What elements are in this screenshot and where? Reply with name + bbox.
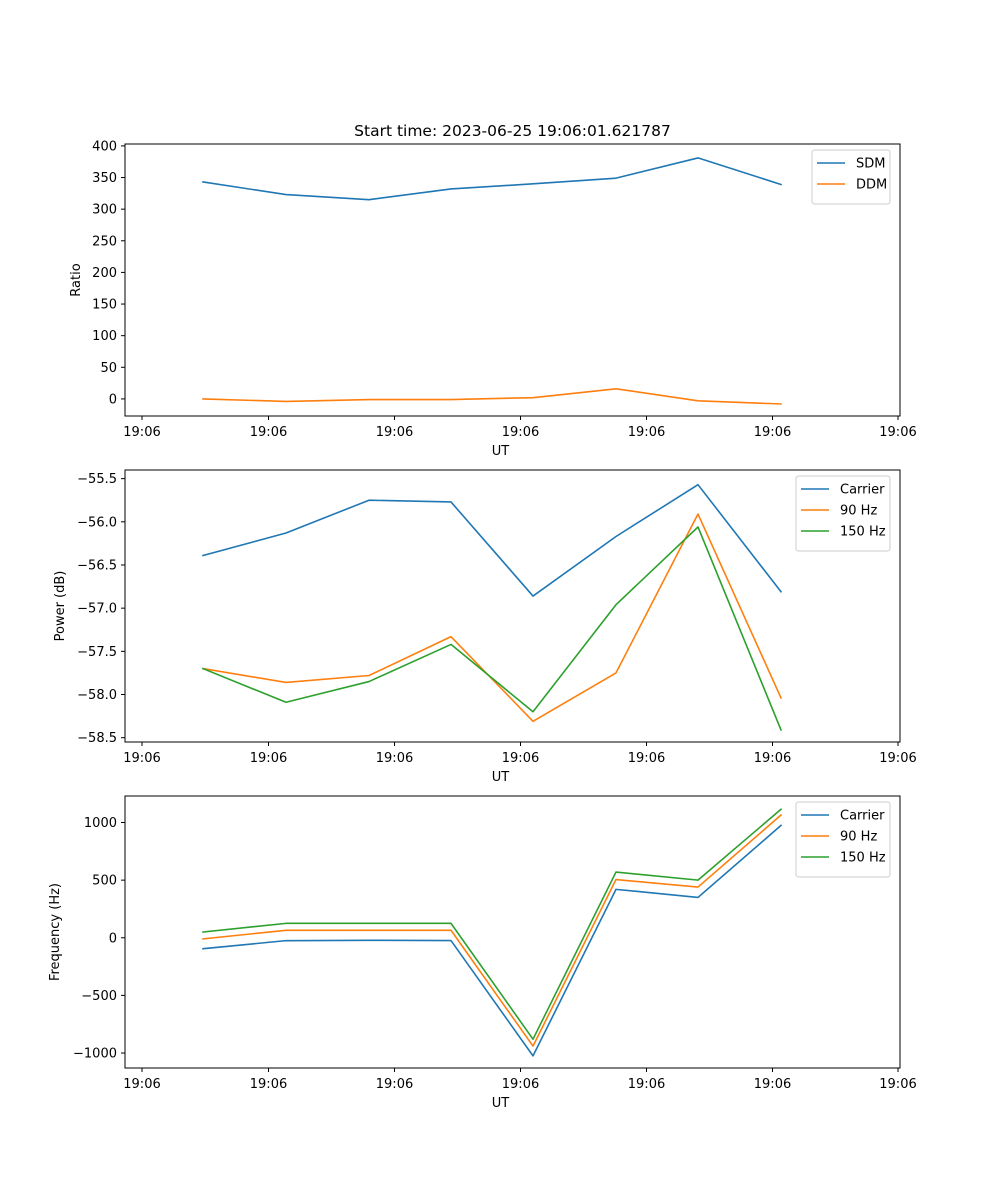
x-tick-label: 19:06: [628, 425, 665, 440]
y-tick-label: 300: [92, 203, 117, 218]
y-tick-label: 250: [92, 234, 117, 249]
y-tick-label: 0: [109, 392, 117, 407]
x-tick-label: 19:06: [123, 425, 160, 440]
x-tick-label: 19:06: [754, 751, 791, 766]
x-tick-label: 19:06: [628, 751, 665, 766]
legend-box: [795, 475, 891, 552]
legend-entry: 90 Hz: [840, 830, 877, 845]
legend-entry: 150 Hz: [840, 525, 886, 540]
x-tick-label: 19:06: [250, 425, 287, 440]
axes-frame: [124, 143, 901, 417]
y-tick-label: 400: [92, 139, 117, 154]
figure-title: Start time: 2023-06-25 19:06:01.621787: [354, 122, 671, 140]
y-tick-label: 0: [109, 931, 117, 946]
x-tick-label: 19:06: [376, 425, 413, 440]
x-tick-label: 19:06: [376, 751, 413, 766]
x-tick-label: 19:06: [754, 1077, 791, 1092]
y-tick-label: 150: [92, 298, 117, 313]
series-line-90-hz: [202, 513, 783, 723]
legend: Carrier 90 Hz 150 Hz: [795, 475, 891, 552]
series-line-90-hz: [202, 813, 783, 1047]
x-tick-label: 19:06: [502, 425, 539, 440]
legend: SDM DDM: [811, 149, 891, 205]
series-line-150-hz: [201, 526, 783, 731]
legend-entry: 90 Hz: [840, 504, 877, 519]
x-tick-label: 19:06: [502, 1077, 539, 1092]
legend-entry: 150 Hz: [840, 851, 886, 866]
y-axis-label: Ratio: [69, 263, 84, 296]
panel-3: 19:06 19:06 19:06 19:06 19:06 19:06 19:06 −1000…: [48, 795, 917, 1111]
y-tick-label: 200: [92, 266, 117, 281]
x-tick-label: 19:06: [376, 1077, 413, 1092]
series-line-sdm: [202, 157, 783, 201]
panels: 19:06 19:06 19:06 19:06 19:06 19:06 19:06 0 50 10…: [48, 139, 917, 1111]
legend-entry: SDM: [856, 157, 885, 172]
legend-entry: DDM: [856, 178, 887, 193]
x-tick-label: 19:06: [879, 425, 916, 440]
axes-frame: [124, 795, 901, 1069]
series-line-150-hz: [202, 808, 783, 1040]
y-tick-label: −55.5: [77, 472, 117, 487]
y-tick-label: −58.5: [77, 731, 117, 746]
panel-1: 19:06 19:06 19:06 19:06 19:06 19:06 19:06 0 50 10…: [69, 139, 917, 459]
y-tick-label: 500: [92, 874, 117, 889]
y-axis-label: Frequency (Hz): [48, 883, 63, 981]
x-axis-label: UT: [492, 770, 510, 785]
axes-frame: [124, 469, 901, 743]
x-tick-label: 19:06: [879, 1077, 916, 1092]
y-tick-label: −1000: [73, 1047, 117, 1062]
y-tick-label: 1000: [84, 816, 117, 831]
x-tick-label: 19:06: [502, 751, 539, 766]
x-axis-label: UT: [492, 444, 510, 459]
legend-entry: Carrier: [840, 483, 885, 498]
y-tick-label: 350: [92, 171, 117, 186]
x-tick-label: 19:06: [250, 1077, 287, 1092]
y-tick-label: −500: [81, 989, 117, 1004]
y-tick-label: −56.0: [77, 515, 117, 530]
series-line-carrier: [202, 824, 783, 1057]
series-line-carrier: [202, 483, 783, 597]
y-tick-label: 50: [100, 361, 117, 376]
legend: Carrier 90 Hz 150 Hz: [795, 801, 891, 878]
x-tick-label: 19:06: [879, 751, 916, 766]
panel-2: 19:06 19:06 19:06 19:06 19:06 19:06 19:06 −58.5…: [53, 469, 917, 785]
legend-entry: Carrier: [840, 809, 885, 824]
legend-box: [795, 801, 891, 878]
y-tick-label: −57.0: [77, 602, 117, 617]
y-tick-label: −58.0: [77, 688, 117, 703]
x-tick-label: 19:06: [123, 751, 160, 766]
x-axis-label: UT: [492, 1096, 510, 1111]
series-line-ddm: [202, 387, 782, 405]
x-tick-label: 19:06: [250, 751, 287, 766]
y-axis-label: Power (dB): [53, 571, 68, 642]
y-tick-label: 100: [92, 329, 117, 344]
y-tick-label: −56.5: [77, 558, 117, 573]
x-tick-label: 19:06: [628, 1077, 665, 1092]
x-tick-label: 19:06: [754, 425, 791, 440]
x-tick-label: 19:06: [123, 1077, 160, 1092]
y-tick-label: −57.5: [77, 645, 117, 660]
